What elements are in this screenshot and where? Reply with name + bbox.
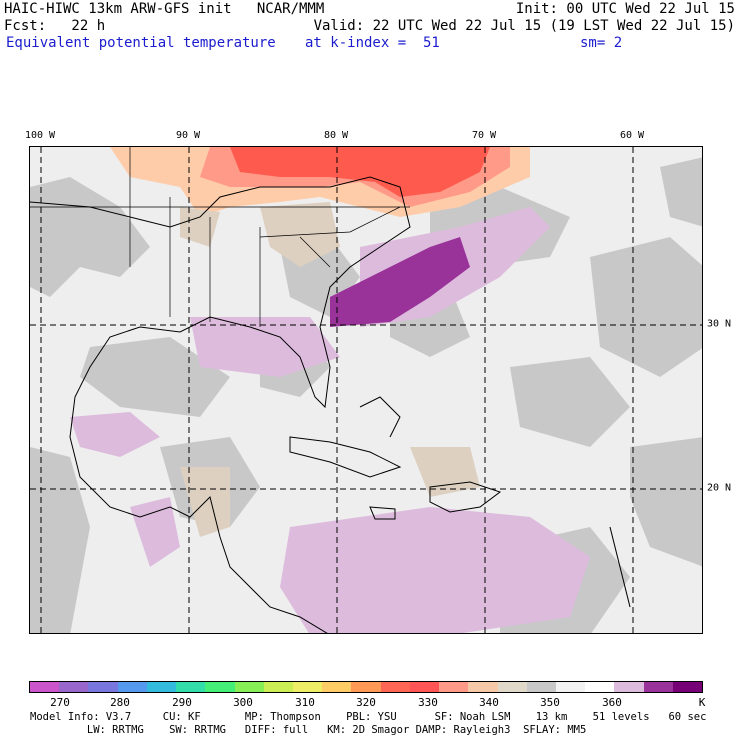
colorbar-swatch bbox=[322, 682, 352, 692]
hottest-band bbox=[230, 147, 490, 197]
colorbar-label-270: 270 bbox=[50, 696, 70, 709]
theta-e-map bbox=[29, 146, 703, 634]
valid-time: Valid: 22 UTC Wed 22 Jul 15 (19 LST Wed … bbox=[313, 18, 735, 34]
colorbar-label-320: 320 bbox=[356, 696, 376, 709]
colorbar-label-290: 290 bbox=[172, 696, 192, 709]
colorbar-swatch bbox=[176, 682, 206, 692]
colorbar-swatch bbox=[497, 682, 527, 692]
colorbar-swatch bbox=[526, 682, 556, 692]
colorbar-swatch bbox=[88, 682, 118, 692]
lon-label-80w: 80 W bbox=[323, 130, 349, 141]
model-title: HAIC-HIWC 13km ARW-GFS init NCAR/MMM bbox=[4, 1, 325, 17]
smoothing: sm= 2 bbox=[580, 35, 623, 51]
colorbar-swatch bbox=[585, 682, 615, 692]
lon-label-60w: 60 W bbox=[619, 130, 645, 141]
colorbar-swatch bbox=[614, 682, 644, 692]
colorbar-label-300: 300 bbox=[233, 696, 253, 709]
colorbar-label-330: 330 bbox=[418, 696, 438, 709]
field-name: Equivalent potential temperature bbox=[6, 35, 276, 51]
lon-label-90w: 90 W bbox=[175, 130, 201, 141]
colorbar-label-350: 350 bbox=[540, 696, 560, 709]
colorbar-swatch bbox=[672, 682, 703, 692]
colorbar-unit: K bbox=[698, 696, 706, 709]
colorbar-swatch bbox=[380, 682, 410, 692]
colorbar-swatch bbox=[409, 682, 440, 692]
lon-label-70w: 70 W bbox=[471, 130, 497, 141]
purple-core bbox=[330, 237, 470, 327]
lat-label-30n: 30 N bbox=[707, 318, 732, 330]
colorbar-swatch bbox=[292, 682, 323, 692]
forecast-hour: Fcst: 22 h bbox=[4, 18, 106, 34]
colorbar-swatch bbox=[643, 682, 673, 692]
physics-info: LW: RRTMG SW: RRTMG DIFF: full KM: 2D Sm… bbox=[30, 724, 587, 736]
colorbar-swatch bbox=[30, 682, 60, 692]
colorbar-swatch bbox=[468, 682, 498, 692]
colorbar-swatch bbox=[263, 682, 293, 692]
colorbar-label-310: 310 bbox=[295, 696, 315, 709]
colorbar-swatch bbox=[439, 682, 469, 692]
colorbar-swatch bbox=[555, 682, 586, 692]
colorbar-label-340: 340 bbox=[479, 696, 499, 709]
model-info: Model Info: V3.7 CU: KF MP: Thompson PBL… bbox=[30, 711, 707, 723]
colorbar-label-360: 360 bbox=[602, 696, 622, 709]
level-index: at k-index = 51 bbox=[305, 35, 440, 51]
state-borders bbox=[30, 147, 410, 327]
colorbar-swatch bbox=[59, 682, 89, 692]
colorbar-swatch bbox=[234, 682, 264, 692]
graticule bbox=[30, 147, 702, 633]
init-time: Init: 00 UTC Wed 22 Jul 15 bbox=[515, 1, 735, 17]
colorbar-label-280: 280 bbox=[110, 696, 130, 709]
lon-label-100w: 100 W bbox=[24, 130, 56, 141]
colorbar bbox=[29, 681, 703, 693]
colorbar-swatch bbox=[117, 682, 147, 692]
colorbar-swatch bbox=[146, 682, 177, 692]
colorbar-swatch bbox=[351, 682, 381, 692]
colorbar-swatch bbox=[205, 682, 235, 692]
lat-label-20n: 20 N bbox=[707, 482, 732, 494]
coastlines bbox=[30, 176, 631, 633]
